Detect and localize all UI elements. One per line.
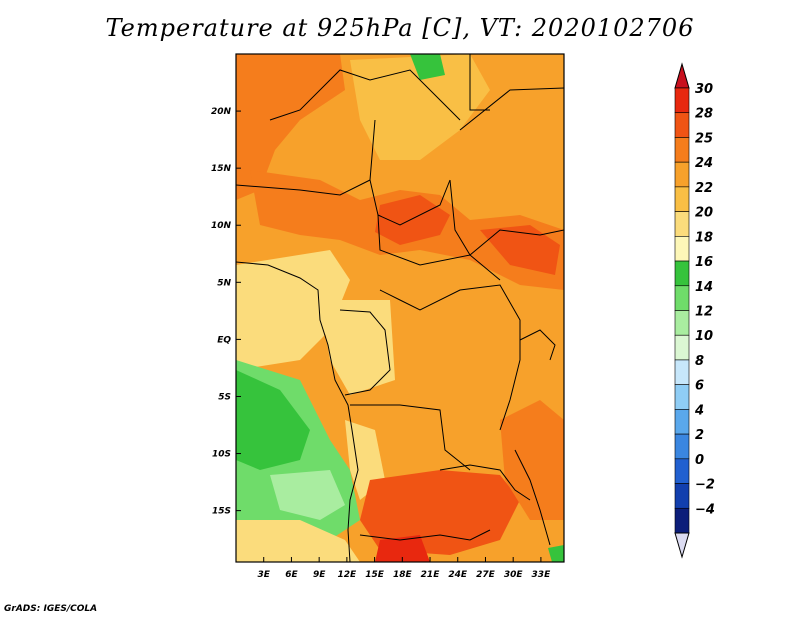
lon-tick-label: 12E: [338, 570, 358, 580]
lon-tick-label: 3E: [258, 570, 271, 580]
colorbar-label: 28: [695, 107, 713, 122]
lon-tick-label: 15E: [365, 570, 385, 580]
colorbar-label: 24: [695, 156, 713, 171]
colorbar-swatch: [674, 483, 690, 509]
colorbar-bottom-cap: [674, 532, 690, 559]
colorbar-swatch: [674, 409, 690, 435]
field-mild-west: [236, 250, 350, 370]
field-hot-south: [360, 470, 520, 555]
colorbar-swatch: [674, 260, 690, 287]
lon-tick-label: 9E: [313, 570, 326, 580]
colorbar-label: 0: [695, 453, 704, 468]
border-mozambique: [514, 449, 551, 546]
longitude-axis: 3E 6E 9E 12E 15E 18E 21E 24E 27E 30E 33E: [258, 557, 552, 580]
border-east: [519, 329, 556, 361]
lat-tick-label: 10N: [211, 221, 232, 231]
colorbar-top-cap: [674, 62, 690, 89]
colorbar-swatch: [674, 285, 690, 311]
colorbar-swatch: [674, 359, 690, 385]
field-green-southeast: [548, 545, 564, 562]
colorbar-label: 6: [695, 379, 704, 394]
field-mild-southwest: [236, 520, 360, 562]
border-angola: [350, 404, 471, 471]
border-chad: [369, 119, 451, 226]
colorbar-label: 2: [695, 428, 704, 443]
colorbar-label: 22: [695, 181, 713, 196]
latitude-axis: 20N 15N 10N 5N EQ 5S 10S 15S: [211, 107, 241, 517]
colorbar-swatch: [674, 186, 690, 212]
field-hot-east: [500, 400, 564, 520]
lon-tick-label: 18E: [393, 570, 413, 580]
colorbar-swatch: [674, 87, 690, 114]
colorbar-label: −4: [695, 502, 715, 517]
field-hot-north: [236, 54, 345, 200]
border-sahara: [269, 69, 461, 121]
map-frame: [235, 53, 565, 563]
border-sudan: [449, 179, 564, 256]
colorbar-swatch: [674, 211, 690, 237]
colorbar-swatch: [674, 236, 690, 262]
field-hottest-south: [375, 535, 430, 562]
colorbar-label: 4: [694, 403, 704, 418]
colorbar-swatch: [674, 384, 690, 410]
field-hotter-core: [375, 195, 450, 245]
colorbar-label: 10: [695, 329, 713, 344]
colorbar-swatch: [674, 161, 690, 188]
footer-credit: GrADS: IGES/COLA: [4, 604, 98, 614]
country-borders: [236, 54, 564, 562]
colorbar-label: 12: [695, 305, 713, 320]
lat-tick-label: EQ: [217, 335, 231, 345]
lon-tick-label: 33E: [532, 570, 552, 580]
coastline-west: [236, 261, 359, 562]
colorbar-swatch: [674, 334, 690, 361]
map-title: Temperature at 925hPa [C], VT: 202010270…: [105, 14, 695, 42]
colorbar-swatch: [674, 507, 690, 534]
colorbar-label: 30: [695, 82, 713, 97]
border-nigeria: [236, 179, 371, 196]
colorbar-label: 16: [695, 255, 713, 270]
lat-tick-label: 5N: [217, 278, 231, 288]
colorbar-swatch: [674, 112, 690, 138]
border-south: [359, 529, 491, 541]
lat-tick-label: 15N: [211, 164, 232, 174]
field-green-deep: [236, 370, 310, 470]
colorbar-swatch: [674, 458, 690, 484]
field-lightgreen: [270, 470, 345, 520]
colorbar-swatch: [674, 310, 690, 336]
lat-tick-label: 5S: [218, 392, 231, 402]
colorbar-label: 14: [695, 280, 713, 295]
border-zambia: [439, 464, 531, 501]
colorbar-label: 18: [695, 230, 713, 245]
field-mild-gabon: [320, 300, 395, 395]
field-green-northeast: [410, 54, 445, 80]
lon-tick-label: 6E: [285, 570, 298, 580]
border-drc: [379, 284, 521, 431]
colorbar-swatch: [674, 433, 690, 460]
border-car: [377, 214, 501, 281]
lat-tick-label: 20N: [211, 107, 232, 117]
lat-tick-label: 10S: [212, 450, 231, 460]
colorbar-label: −2: [695, 478, 715, 493]
border-sudan-egypt: [459, 87, 564, 131]
border-libya-egypt: [469, 54, 490, 111]
lon-tick-label: 21E: [421, 570, 441, 580]
border-congo: [339, 309, 391, 396]
field-mild-sahara: [350, 54, 490, 160]
lat-tick-label: 15S: [212, 507, 231, 517]
field-hotter-east: [480, 225, 560, 275]
colorbar-label: 8: [695, 354, 704, 369]
temperature-field: [236, 54, 564, 562]
lon-tick-label: 27E: [476, 570, 496, 580]
colorbar-label: 20: [695, 206, 713, 221]
lon-tick-label: 30E: [504, 570, 524, 580]
colorbar-swatch: [674, 137, 690, 163]
lon-tick-label: 24E: [448, 570, 468, 580]
colorbar-label: 25: [695, 131, 713, 146]
